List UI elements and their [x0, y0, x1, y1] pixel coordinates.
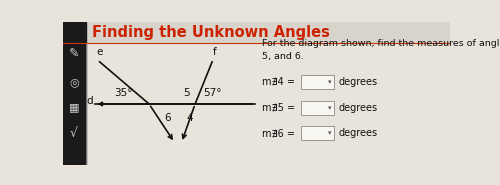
Text: ▾: ▾ [328, 79, 332, 85]
Text: degrees: degrees [338, 128, 378, 138]
Text: 35°: 35° [114, 88, 132, 97]
Text: m∄5 =: m∄5 = [262, 103, 295, 113]
Bar [62, 22, 450, 43]
Text: degrees: degrees [338, 103, 378, 113]
Text: 57°: 57° [203, 88, 222, 97]
Text: degrees: degrees [338, 77, 378, 87]
Text: For the diagram shown, find the measures of angles 4,
5, and 6.: For the diagram shown, find the measures… [262, 39, 500, 61]
Text: √: √ [70, 127, 78, 140]
Bar [62, 22, 86, 165]
Text: e: e [96, 47, 102, 57]
Text: m∄4 =: m∄4 = [262, 77, 295, 87]
Text: f: f [213, 47, 216, 57]
Text: Finding the Unknown Angles: Finding the Unknown Angles [92, 25, 330, 40]
Text: ▾: ▾ [328, 130, 332, 136]
FancyBboxPatch shape [301, 100, 334, 115]
Text: ✎: ✎ [69, 47, 80, 60]
Text: ◎: ◎ [69, 77, 79, 87]
Text: 6: 6 [164, 113, 171, 123]
Text: m∄6 =: m∄6 = [262, 128, 295, 138]
FancyBboxPatch shape [301, 75, 334, 89]
Text: 4: 4 [186, 113, 194, 123]
Text: ▦: ▦ [69, 103, 80, 113]
Text: d: d [86, 95, 92, 106]
Text: ▾: ▾ [328, 105, 332, 111]
Text: 5: 5 [184, 88, 190, 97]
FancyBboxPatch shape [301, 126, 334, 140]
